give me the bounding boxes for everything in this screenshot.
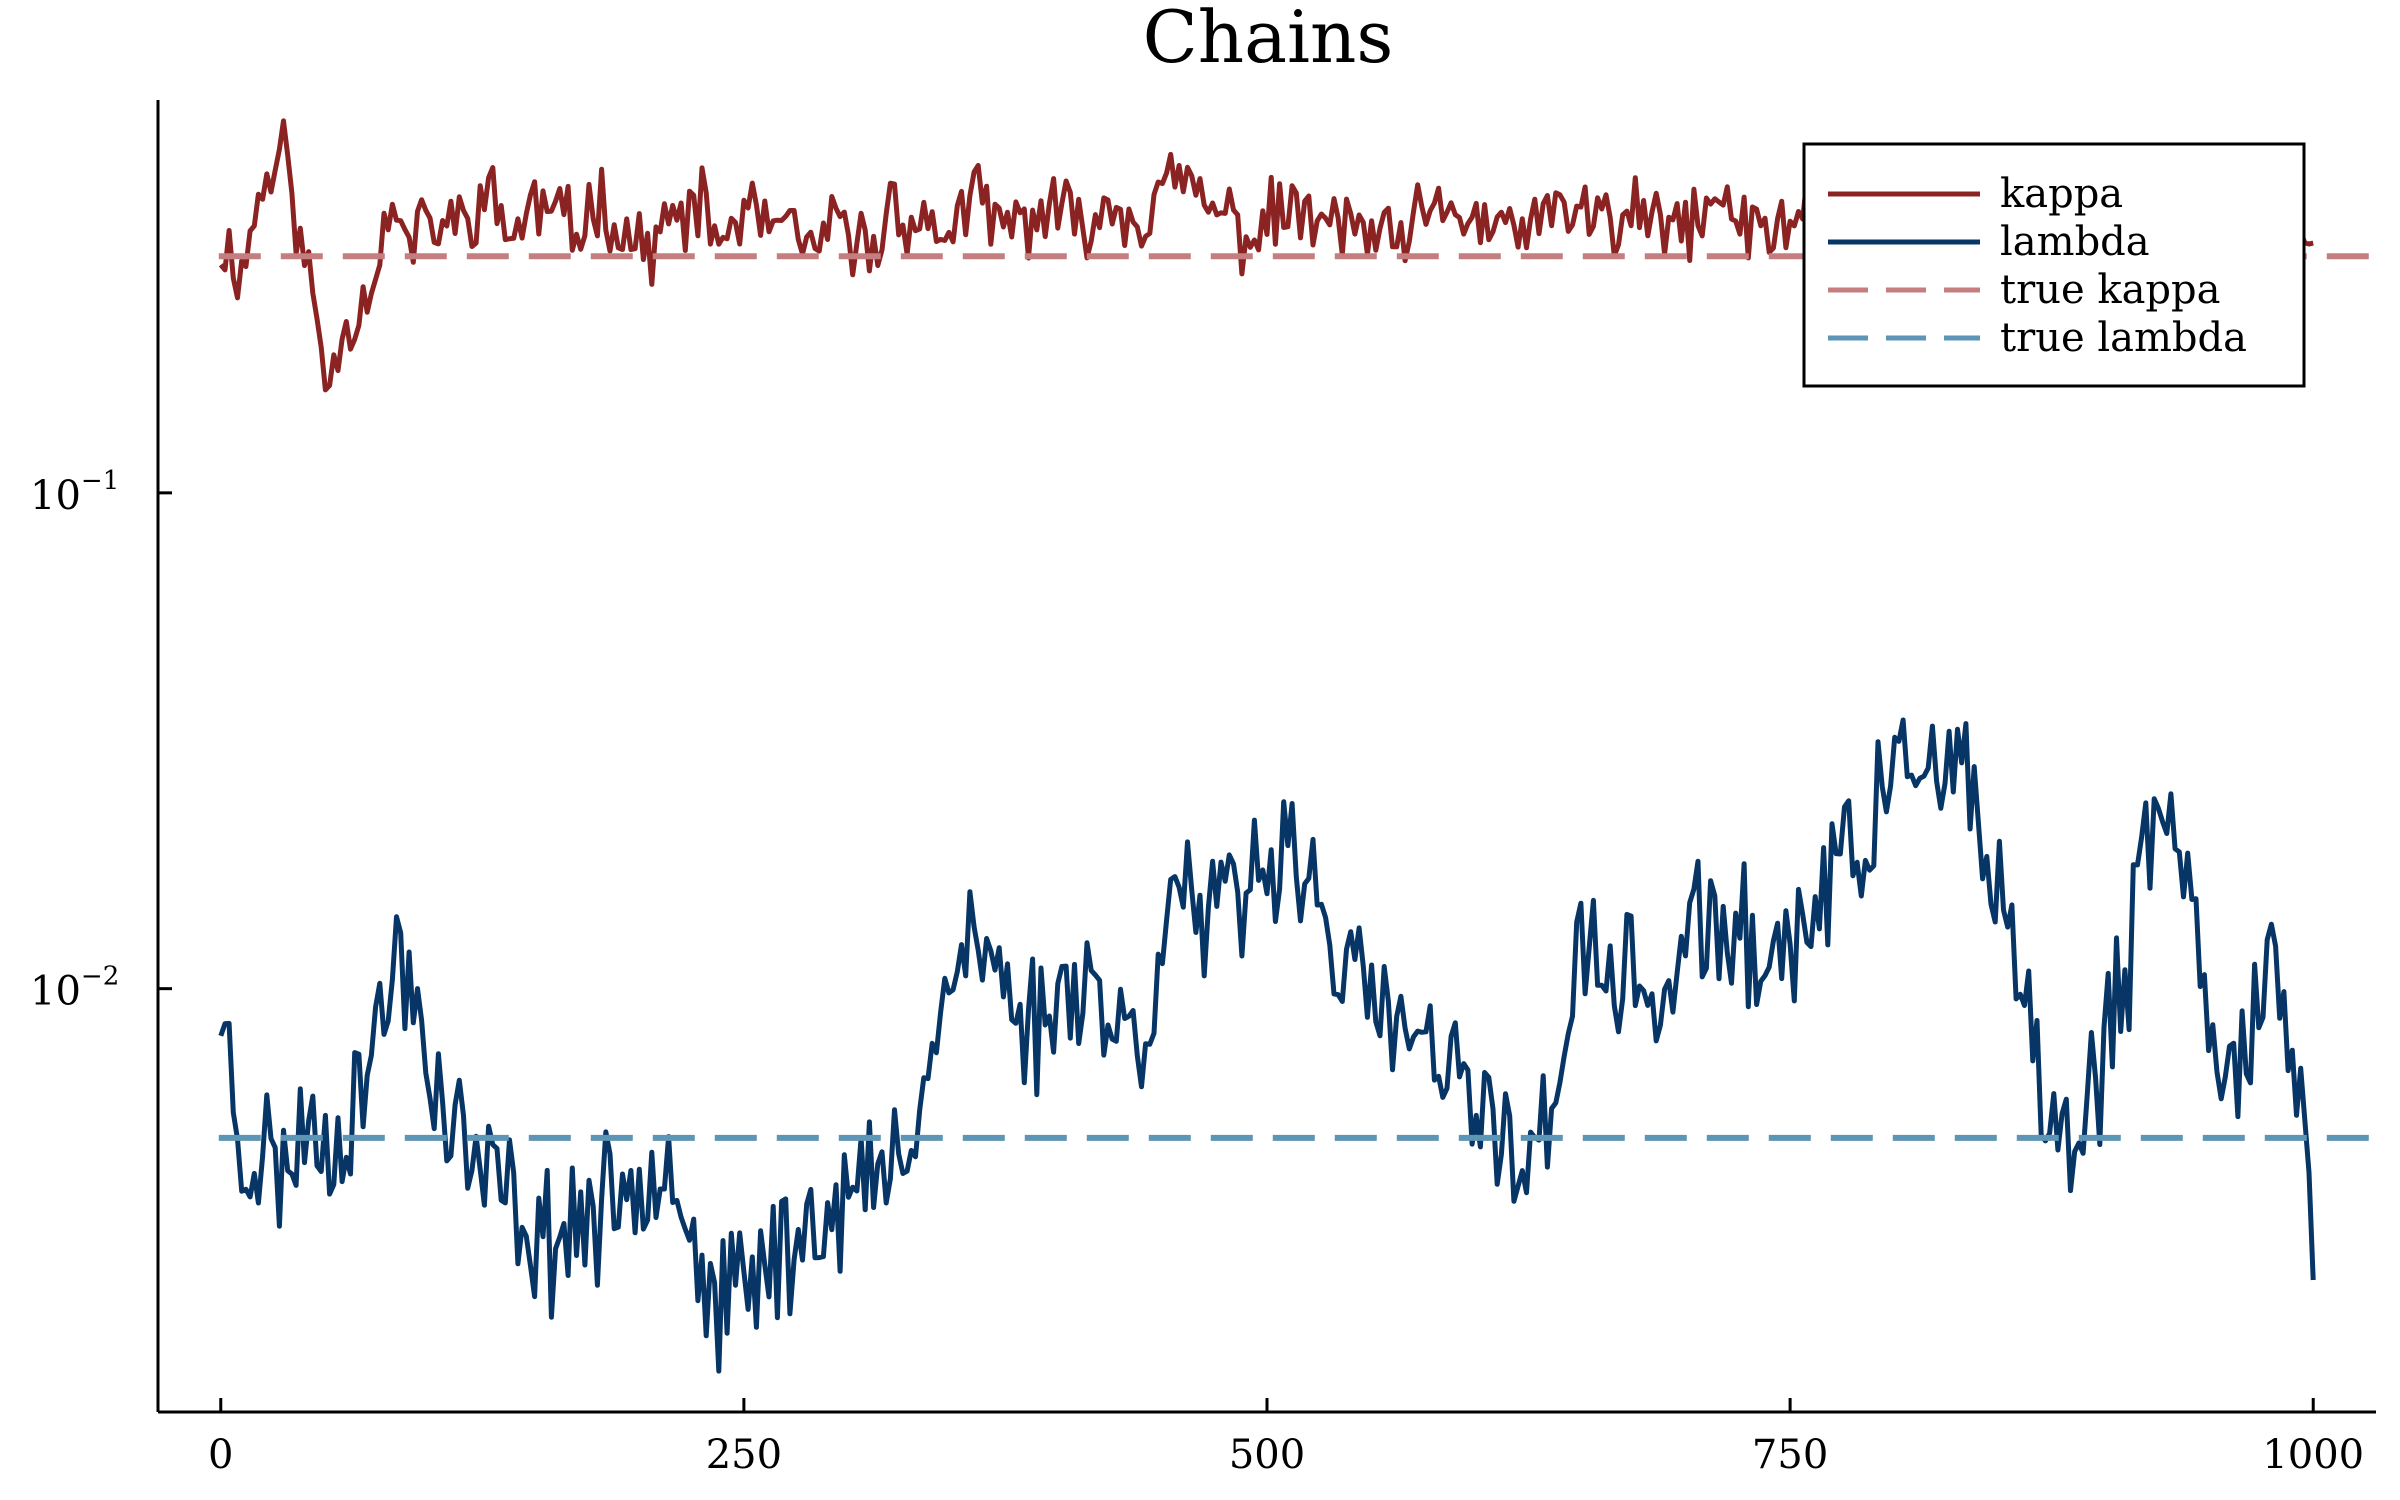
x-ticks: 0 250 500 750 1000 xyxy=(208,1398,2364,1478)
legend-box xyxy=(1802,142,2306,388)
x-tick-label: 500 xyxy=(1229,1432,1305,1478)
y-tick-label: 10−2 xyxy=(30,962,119,1015)
legend-label: true kappa xyxy=(2000,267,2221,313)
y-ticks: 10−1 10−2 xyxy=(30,466,172,1015)
x-tick-label: 0 xyxy=(208,1432,233,1478)
y-tick-label: 10−1 xyxy=(30,466,119,519)
legend-label: lambda xyxy=(2000,219,2150,265)
legend-label: true lambda xyxy=(2000,315,2247,361)
legend-label: kappa xyxy=(2000,171,2123,217)
x-tick-label: 1000 xyxy=(2262,1432,2364,1478)
chart-title: Chains xyxy=(1143,0,1394,79)
x-tick-label: 250 xyxy=(706,1432,782,1478)
x-tick-label: 750 xyxy=(1752,1432,1828,1478)
series-line-lambda xyxy=(218,717,2316,1374)
